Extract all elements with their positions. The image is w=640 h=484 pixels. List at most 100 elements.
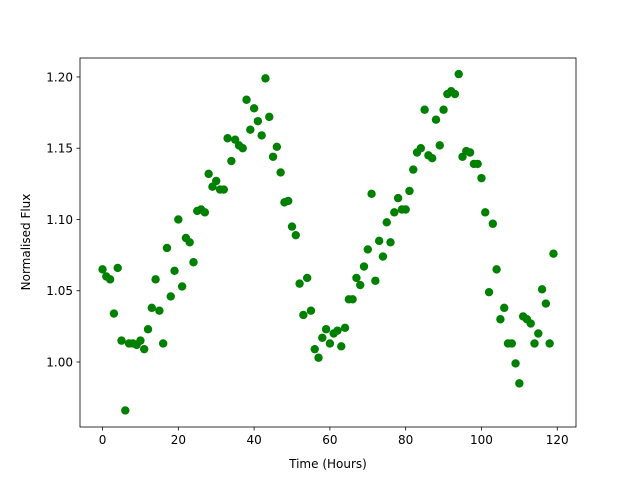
data-point (363, 245, 372, 254)
y-tick-label: 1.20 (46, 70, 73, 84)
data-point (530, 339, 539, 348)
y-tick-label: 1.05 (46, 284, 73, 298)
data-point (352, 273, 361, 283)
data-point (401, 205, 410, 214)
data-point (265, 112, 274, 122)
data-point (246, 125, 255, 134)
data-point (356, 280, 365, 290)
data-point (151, 275, 160, 284)
data-point (393, 193, 403, 203)
data-point (162, 243, 172, 253)
data-point (242, 95, 251, 104)
y-axis-label: Normalised Flux (19, 194, 33, 291)
data-point (249, 104, 259, 113)
y-tick-label: 1.10 (46, 213, 73, 227)
data-point (371, 276, 380, 285)
data-point (177, 282, 187, 291)
data-point (488, 219, 498, 228)
data-point (204, 169, 213, 179)
x-tick-label: 0 (99, 433, 107, 447)
data-point (276, 168, 285, 177)
data-point (367, 189, 376, 199)
data-point (541, 299, 551, 308)
plot-frame (79, 57, 577, 428)
data-point (545, 339, 554, 348)
data-point (420, 105, 429, 114)
data-point (219, 185, 228, 194)
data-point (227, 156, 236, 166)
data-point (170, 266, 179, 275)
data-point (439, 105, 448, 114)
data-point (465, 148, 475, 157)
x-tick-label: 120 (546, 433, 569, 447)
data-point (113, 263, 122, 273)
data-point (302, 273, 312, 283)
data-point (287, 222, 297, 231)
data-point (484, 287, 494, 297)
data-point (515, 379, 524, 388)
data-point (386, 238, 395, 247)
data-point (496, 315, 505, 324)
data-point (143, 325, 153, 334)
data-point (359, 262, 369, 271)
x-tick-label: 100 (470, 433, 493, 447)
data-point (378, 252, 388, 261)
data-point (299, 310, 308, 320)
data-point (431, 115, 441, 124)
data-point (348, 295, 357, 304)
data-point (174, 215, 183, 224)
data-point (492, 265, 501, 274)
data-point (284, 196, 293, 206)
x-axis-label: Time (Hours) (288, 457, 367, 471)
data-point (534, 329, 543, 338)
data-point (253, 116, 263, 126)
data-point (136, 336, 145, 345)
data-point (212, 176, 221, 186)
data-point (200, 208, 210, 217)
data-point (147, 303, 157, 313)
data-point (223, 134, 232, 143)
data-point (268, 152, 278, 161)
data-point (295, 279, 304, 288)
data-point (409, 165, 418, 174)
data-point (158, 339, 168, 348)
data-point (477, 173, 486, 183)
x-tick-label: 80 (398, 433, 413, 447)
data-point (257, 131, 266, 140)
data-point (549, 249, 558, 258)
data-point (526, 319, 535, 328)
data-point (117, 336, 126, 345)
data-point (325, 339, 335, 348)
data-point (333, 326, 342, 335)
data-point (306, 306, 316, 315)
data-point (537, 285, 547, 294)
data-point (291, 230, 300, 240)
data-point (121, 406, 130, 415)
data-point (189, 258, 198, 267)
data-point (310, 344, 319, 354)
data-point (390, 208, 399, 217)
data-point (454, 69, 463, 79)
data-point (98, 265, 107, 274)
data-point (435, 141, 444, 150)
data-point (340, 323, 350, 333)
data-point (109, 309, 119, 318)
data-point (428, 153, 437, 163)
data-point (416, 144, 426, 153)
data-point (140, 344, 149, 354)
data-point (318, 333, 327, 342)
data-point (450, 89, 460, 99)
y-tick-label: 1.00 (46, 356, 73, 370)
x-tick-label: 20 (171, 433, 186, 447)
data-point (166, 292, 175, 301)
data-point (238, 144, 247, 153)
y-tick-label: 1.15 (46, 142, 73, 156)
x-tick-label: 40 (246, 433, 261, 447)
data-point (405, 186, 414, 196)
data-point (272, 142, 282, 151)
data-point (261, 74, 270, 83)
data-point (481, 208, 490, 217)
data-point (507, 339, 516, 348)
data-point (382, 218, 391, 227)
data-point (511, 359, 520, 368)
